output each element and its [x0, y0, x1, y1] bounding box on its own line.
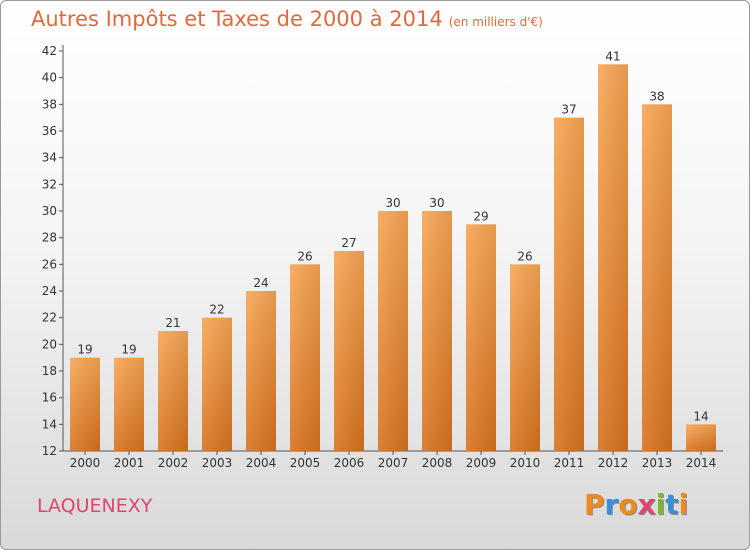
- y-tick-label: 34: [42, 151, 57, 165]
- y-tick-label: 16: [42, 391, 57, 405]
- bar-shade-2004: [246, 291, 276, 451]
- x-tick-label-2009: 2009: [466, 456, 497, 470]
- data-label-2002: 21: [165, 316, 180, 330]
- y-axis: 12 14 16 18 20 22 24 26 28 30 32 34 36 38 40 42: [42, 44, 64, 458]
- data-label-2008: 30: [429, 196, 444, 210]
- data-label-2007: 30: [385, 196, 400, 210]
- bar-shade-2010: [510, 264, 540, 451]
- y-tick-label: 42: [42, 44, 57, 58]
- y-tick-label: 14: [42, 417, 57, 431]
- bar-shade-2005: [290, 264, 320, 451]
- bars: 19 19 21 22 24 26 27 30 30 29 26 37 41 38 14: [70, 49, 716, 452]
- x-tick-label-2002: 2002: [158, 456, 189, 470]
- bar-shade-2008: [422, 211, 452, 451]
- data-label-2000: 19: [77, 343, 92, 357]
- x-tick-label-2014: 2014: [686, 456, 717, 470]
- x-tick-label-2008: 2008: [422, 456, 453, 470]
- y-tick-label: 24: [42, 284, 57, 298]
- x-tick-label-2012: 2012: [598, 456, 629, 470]
- x-tick-label-2000: 2000: [70, 456, 101, 470]
- bar-shade-2002: [158, 331, 188, 451]
- data-label-2005: 26: [297, 249, 312, 263]
- y-tick-label: 12: [42, 444, 57, 458]
- y-tick-label: 22: [42, 311, 57, 325]
- chart-title: Autres Impôts et Taxes de 2000 à 2014 (en…: [31, 7, 543, 31]
- data-label-2014: 14: [693, 409, 708, 423]
- y-tick-label: 30: [42, 204, 57, 218]
- bar-shade-2013: [642, 104, 672, 451]
- bar-shade-2011: [554, 117, 584, 452]
- logo-letter: i: [678, 488, 689, 521]
- data-label-2009: 29: [473, 209, 488, 223]
- x-tick-label-2011: 2011: [554, 456, 585, 470]
- data-label-2004: 24: [253, 276, 268, 290]
- logo-letter: t: [665, 488, 679, 521]
- bar-shade-2009: [466, 224, 496, 451]
- bar-shade-2001: [114, 357, 144, 451]
- data-label-2006: 27: [341, 236, 356, 250]
- data-label-2011: 37: [561, 103, 576, 117]
- y-tick-label: 20: [42, 337, 57, 351]
- logo-letter: r: [604, 488, 619, 521]
- x-tick-label-2013: 2013: [642, 456, 673, 470]
- y-tick-label: 32: [42, 177, 57, 191]
- x-tick-label-2006: 2006: [334, 456, 365, 470]
- y-tick-label: 36: [42, 124, 57, 138]
- data-label-2010: 26: [517, 249, 532, 263]
- data-label-2001: 19: [121, 343, 136, 357]
- bar-shade-2012: [598, 64, 628, 452]
- y-tick-label: 28: [42, 231, 57, 245]
- logo-letter: o: [618, 488, 638, 521]
- bar-shade-2003: [202, 317, 232, 451]
- logo-letter: i: [655, 488, 666, 521]
- y-tick-label: 40: [42, 71, 57, 85]
- x-tick-label-2003: 2003: [202, 456, 233, 470]
- bar-shade-2007: [378, 211, 408, 451]
- x-tick-label-2007: 2007: [378, 456, 409, 470]
- x-tick-label-2001: 2001: [114, 456, 145, 470]
- y-tick-label: 26: [42, 257, 57, 271]
- proxiti-logo: Proxiti: [584, 488, 688, 521]
- data-label-2012: 41: [605, 49, 620, 63]
- chart-title-unit: (en milliers d'€): [448, 15, 543, 29]
- logo-letter: x: [637, 488, 656, 521]
- y-tick-label: 38: [42, 97, 57, 111]
- bar-shade-2006: [334, 251, 364, 451]
- data-label-2003: 22: [209, 303, 224, 317]
- chart-title-text: Autres Impôts et Taxes de 2000 à 2014: [31, 7, 443, 31]
- x-tick-label-2010: 2010: [510, 456, 541, 470]
- bar-shade-2000: [70, 357, 100, 451]
- x-axis: 2000 2001 2002 2003 2004 2005 2006 2007 2008 2009…: [63, 450, 723, 470]
- bar-shade-2014: [686, 424, 716, 451]
- x-tick-label-2005: 2005: [290, 456, 321, 470]
- data-label-2013: 38: [649, 89, 664, 103]
- logo-letter: P: [584, 488, 605, 521]
- y-tick-label: 18: [42, 364, 57, 378]
- commune-name: LAQUENEXY: [37, 495, 153, 517]
- x-tick-label-2004: 2004: [246, 456, 277, 470]
